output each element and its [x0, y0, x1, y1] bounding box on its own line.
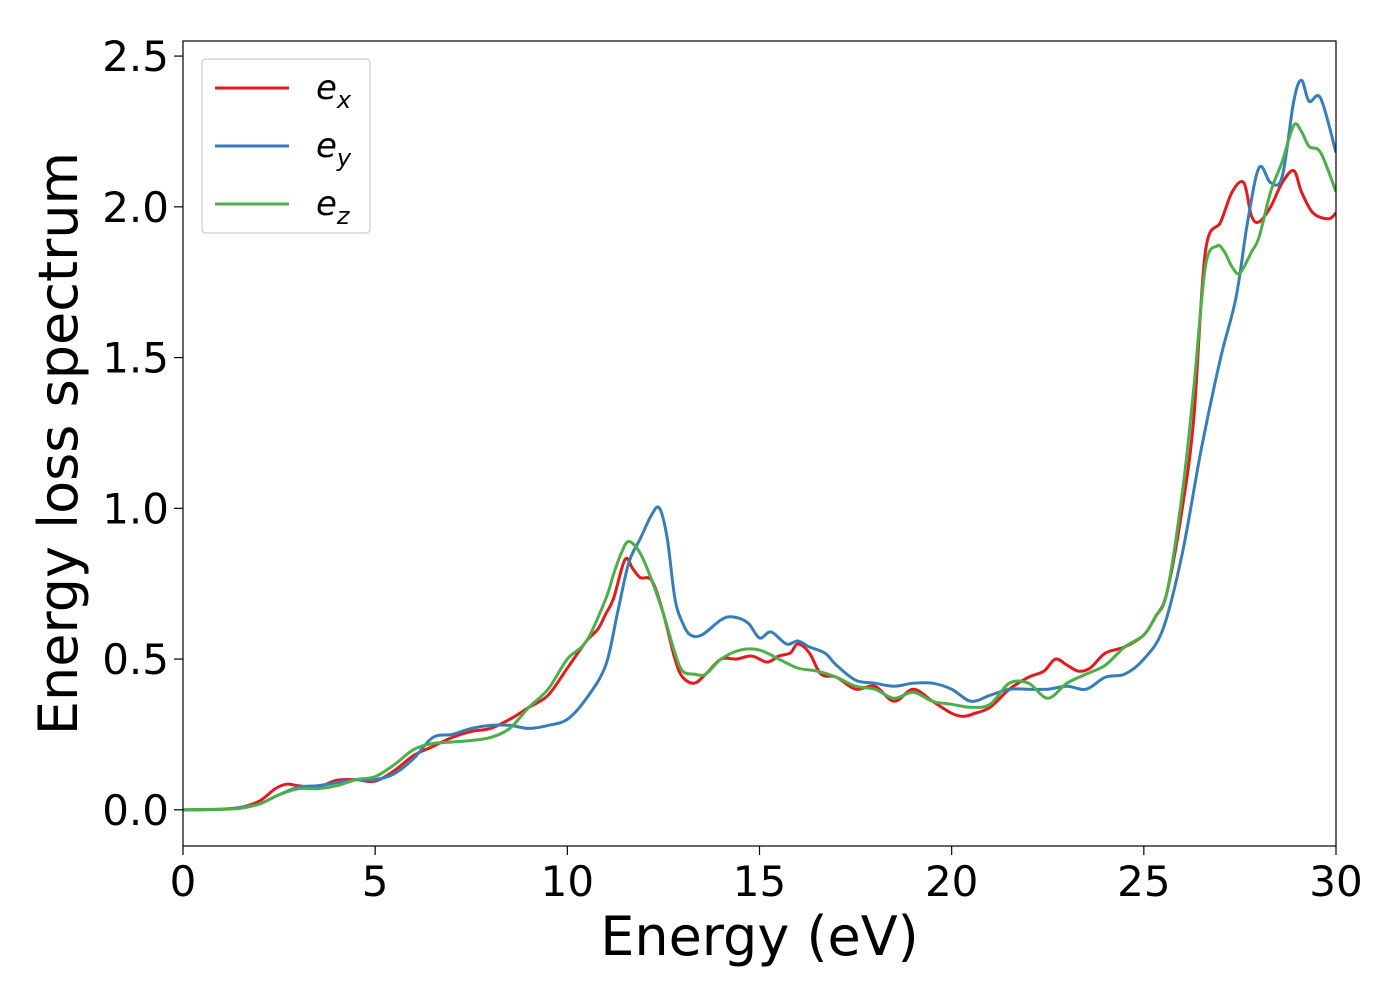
y-tick-label: 2.5 [102, 32, 169, 81]
x-tick-label: 10 [541, 857, 594, 906]
x-tick-label: 30 [1309, 857, 1362, 906]
series-line-ey [183, 78, 1336, 812]
x-axis-title: Energy (eV) [600, 905, 919, 968]
plot-area [183, 78, 1336, 812]
y-tick-label: 1.0 [102, 484, 169, 533]
legend-label-ey: ey [316, 126, 352, 172]
y-tick-label: 2.0 [102, 183, 169, 232]
x-tick-label: 25 [1117, 857, 1170, 906]
y-tick-label: 1.5 [102, 334, 169, 383]
x-tick-label: 20 [925, 857, 978, 906]
x-tick-label: 5 [362, 857, 389, 906]
legend-label-ez: ez [316, 184, 351, 230]
axes: 0 5 10 15 20 25 30 0.0 0.5 1.0 1.5 2.0 2.5 [102, 32, 1363, 906]
legend: ex ey ez [201, 58, 371, 234]
y-axis-title: Energy loss spectrum [27, 152, 90, 735]
series-lines [183, 78, 1336, 812]
y-tick-label: 0.0 [102, 786, 169, 835]
x-tick-label: 15 [733, 857, 786, 906]
x-tick-label: 0 [170, 857, 197, 906]
series-line-ez [183, 122, 1336, 812]
legend-label-ex: ex [316, 68, 352, 114]
y-tick-label: 0.5 [102, 635, 169, 684]
